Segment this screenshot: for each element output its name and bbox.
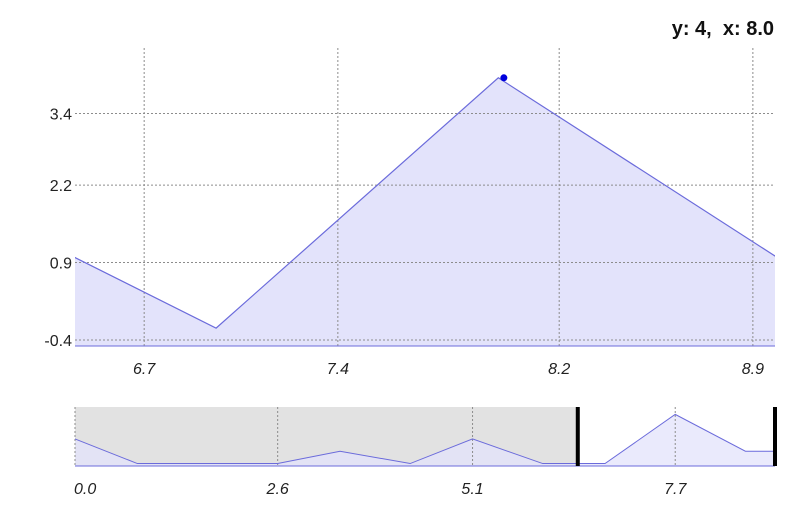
y-tick-label: 2.2 [50,178,72,195]
navigator-right-handle[interactable] [773,407,777,466]
series-line [75,77,775,329]
x-tick-label: 6.7 [133,361,156,378]
highlighted-point[interactable] [500,74,508,82]
navigator-x-tick-label: 7.7 [664,481,687,498]
navigator-x-tick-label: 2.6 [266,481,289,498]
navigator-x-tick-label: 0.0 [74,481,96,498]
x-tick-label: 8.9 [742,361,764,378]
navigator-left-handle[interactable] [575,407,580,466]
value-readout: y: 4, x: 8.0 [672,18,774,41]
x-tick-label: 7.4 [327,361,349,378]
navigator-series-line [74,413,775,465]
area-fill [75,77,775,346]
x-tick-label: 8.2 [548,361,570,378]
readout-label: y: 4, x: 8.0 [671,18,774,40]
navigator-x-tick-label: 5.1 [461,481,483,498]
y-tick-label: -0.4 [44,333,72,350]
navigator-area-fill [75,414,775,466]
y-tick-label: 3.4 [50,107,72,124]
y-tick-label: 0.9 [50,256,72,273]
